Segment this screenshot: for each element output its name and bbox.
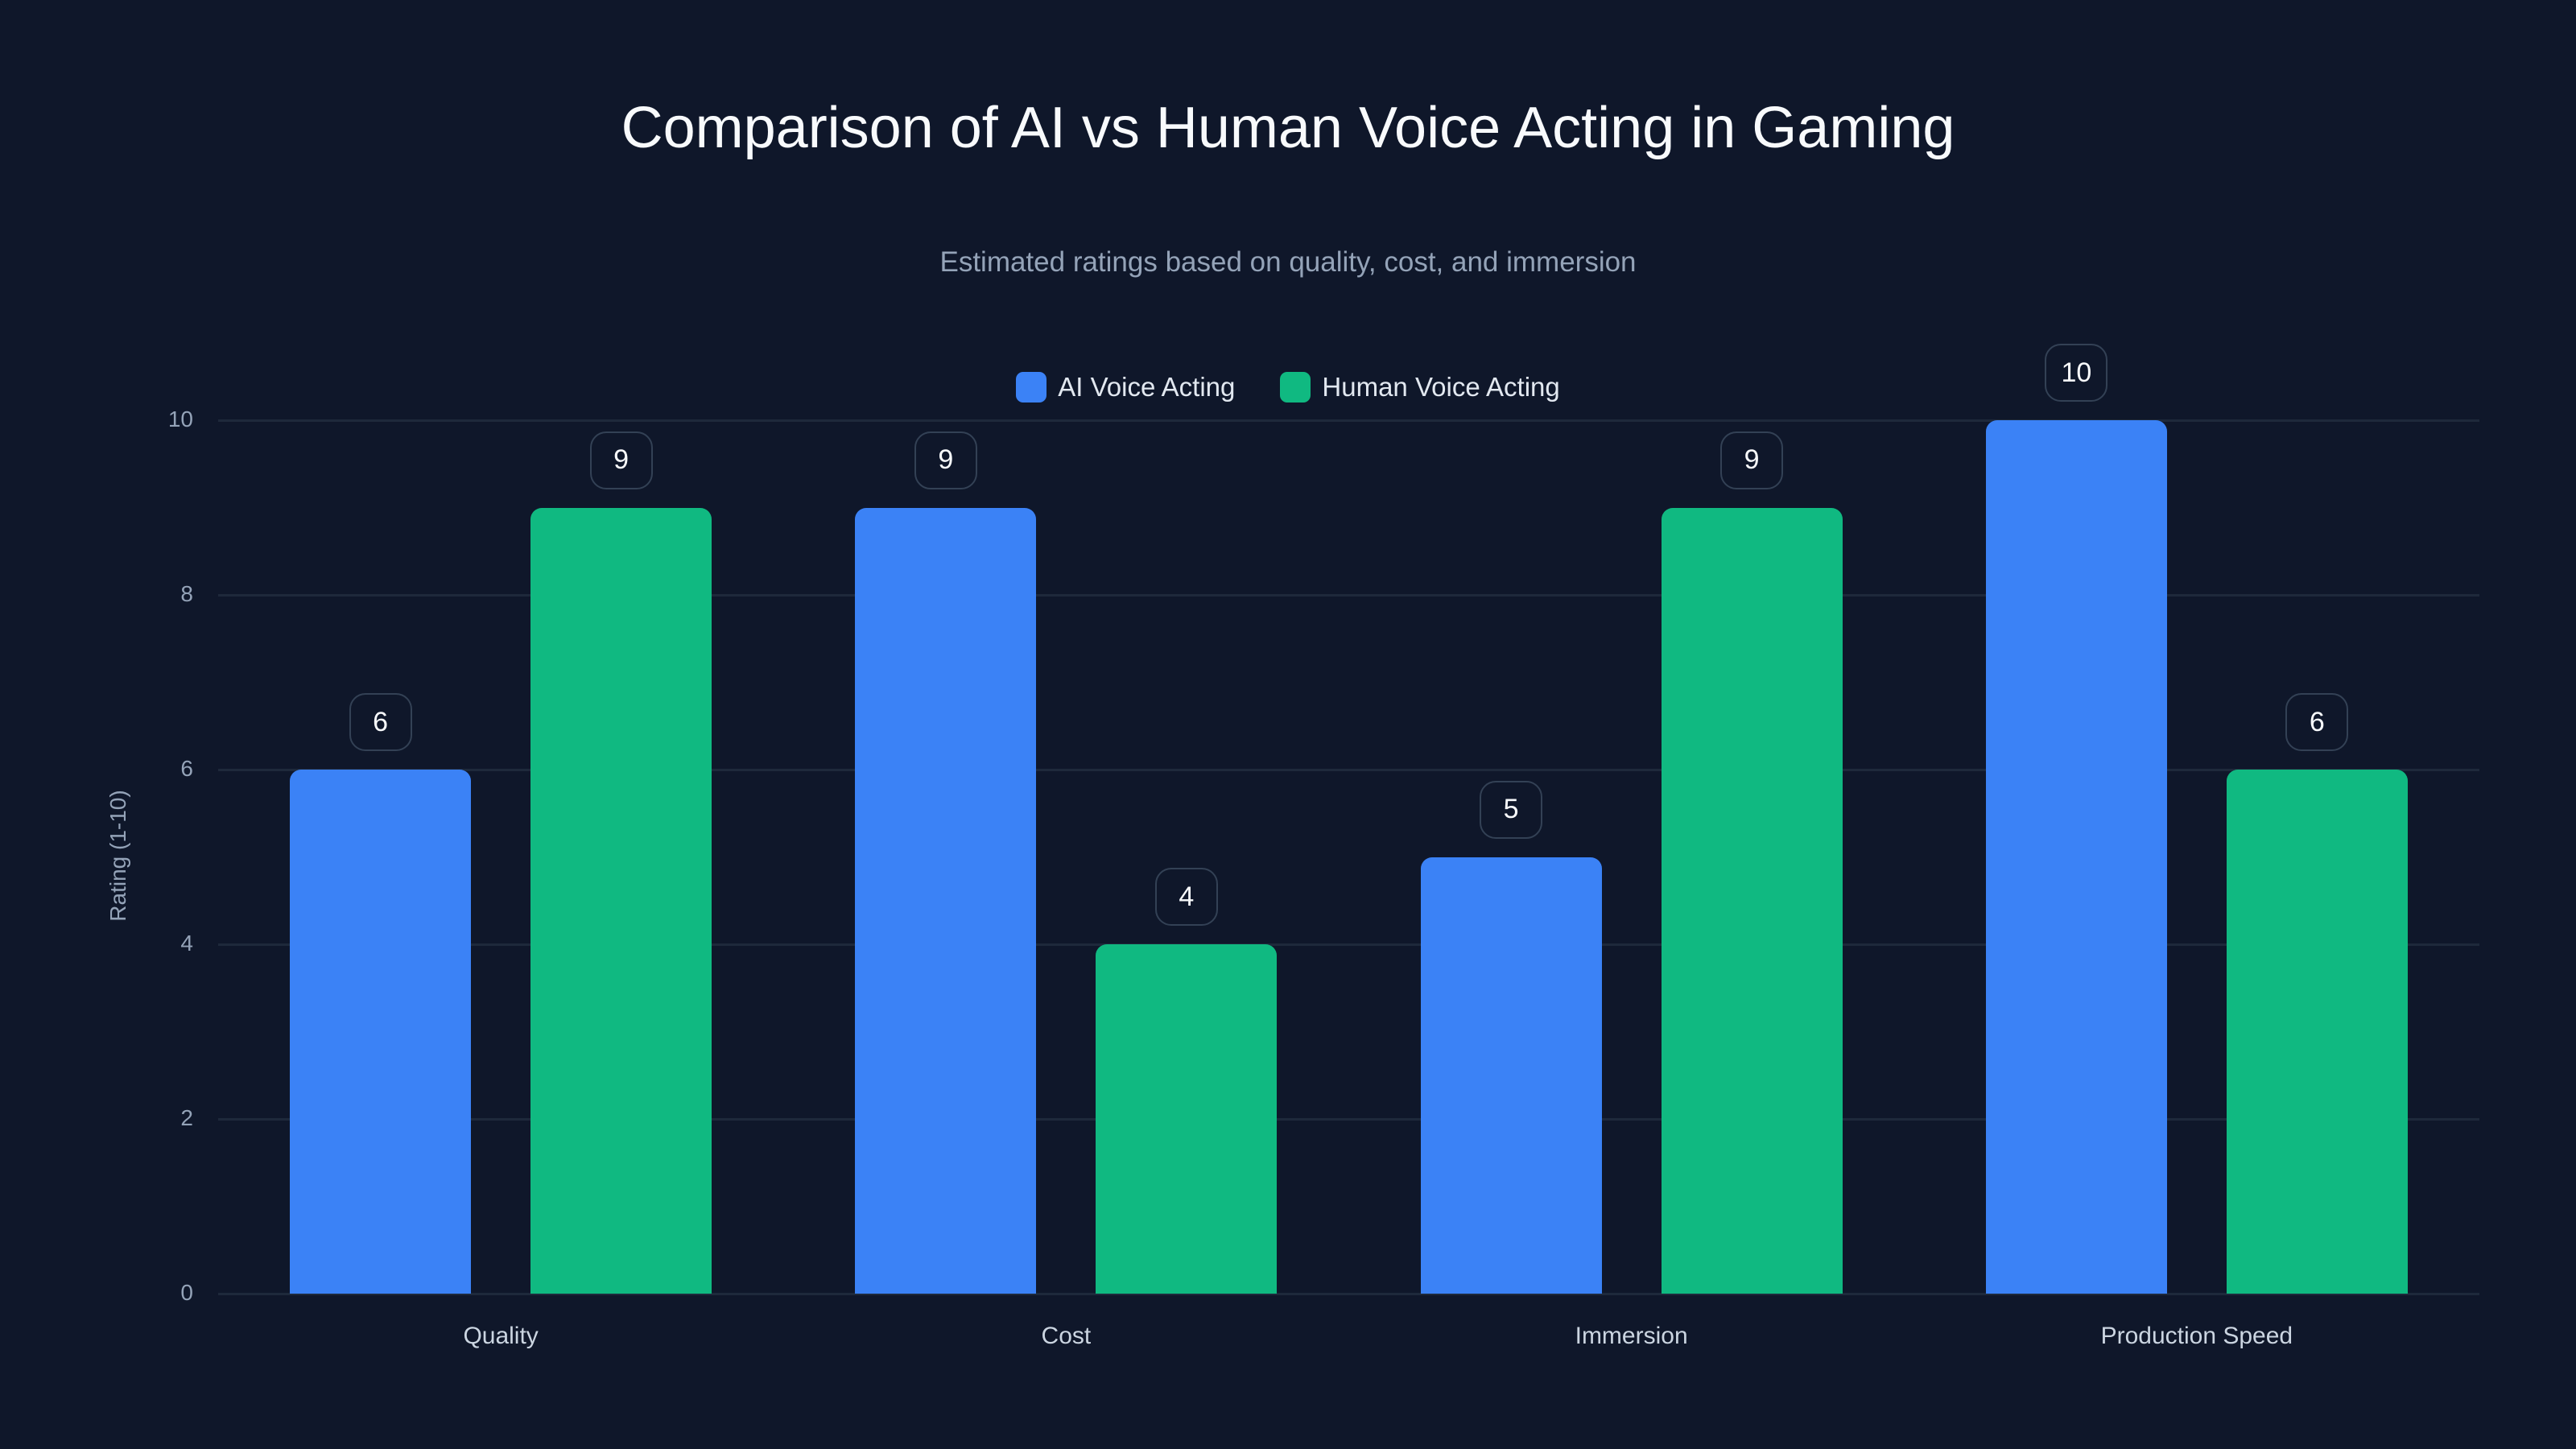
legend-swatch-ai-icon <box>1016 372 1047 402</box>
legend: AI Voice Acting Human Voice Acting <box>0 372 2576 402</box>
legend-swatch-human-icon <box>1280 372 1311 402</box>
data-label: 4 <box>1154 868 1218 926</box>
bar-ai-cost[interactable] <box>855 507 1037 1294</box>
x-category-label: Production Speed <box>2100 1323 2293 1349</box>
y-tick-label: 2 <box>180 1105 193 1130</box>
y-tick-label: 10 <box>167 407 193 431</box>
y-tick-label: 8 <box>180 581 193 606</box>
legend-label-ai: AI Voice Acting <box>1058 372 1236 402</box>
bar-ai-production-speed[interactable] <box>1985 420 2167 1294</box>
y-axis-label: Rating (1-10) <box>105 790 130 922</box>
bar-human-cost[interactable] <box>1096 944 1278 1294</box>
legend-item-human[interactable]: Human Voice Acting <box>1280 372 1560 402</box>
chart-subtitle: Estimated ratings based on quality, cost… <box>939 246 1637 278</box>
y-tick-label: 4 <box>180 931 193 956</box>
y-tick-label: 0 <box>180 1280 193 1305</box>
y-tick-label: 6 <box>180 756 193 781</box>
data-label: 9 <box>1720 431 1784 489</box>
data-label: 9 <box>589 431 653 489</box>
bar-human-quality[interactable] <box>530 507 712 1294</box>
x-category-label: Immersion <box>1575 1323 1688 1349</box>
data-label: 10 <box>2045 344 2108 402</box>
legend-item-ai[interactable]: AI Voice Acting <box>1016 372 1235 402</box>
gridline <box>218 419 2479 422</box>
gridline <box>218 594 2479 597</box>
data-label: 6 <box>349 693 412 751</box>
chart-title: Comparison of AI vs Human Voice Acting i… <box>621 96 1955 160</box>
bar-ai-quality[interactable] <box>290 770 472 1294</box>
data-label: 9 <box>914 431 977 489</box>
x-category-label: Cost <box>1041 1323 1092 1349</box>
data-label: 5 <box>1480 780 1543 839</box>
gridline <box>218 769 2479 771</box>
x-category-label: Quality <box>463 1323 539 1349</box>
legend-label-human: Human Voice Acting <box>1322 372 1560 402</box>
bar-ai-immersion[interactable] <box>1420 857 1602 1294</box>
bar-human-production-speed[interactable] <box>2226 770 2408 1294</box>
gridline <box>218 1293 2479 1295</box>
data-label: 6 <box>2285 693 2349 751</box>
bar-human-immersion[interactable] <box>1661 507 1843 1294</box>
plot-area: 6 9 9 4 5 9 10 6 <box>218 344 2479 1295</box>
gridline <box>218 943 2479 946</box>
gridline <box>218 1118 2479 1121</box>
